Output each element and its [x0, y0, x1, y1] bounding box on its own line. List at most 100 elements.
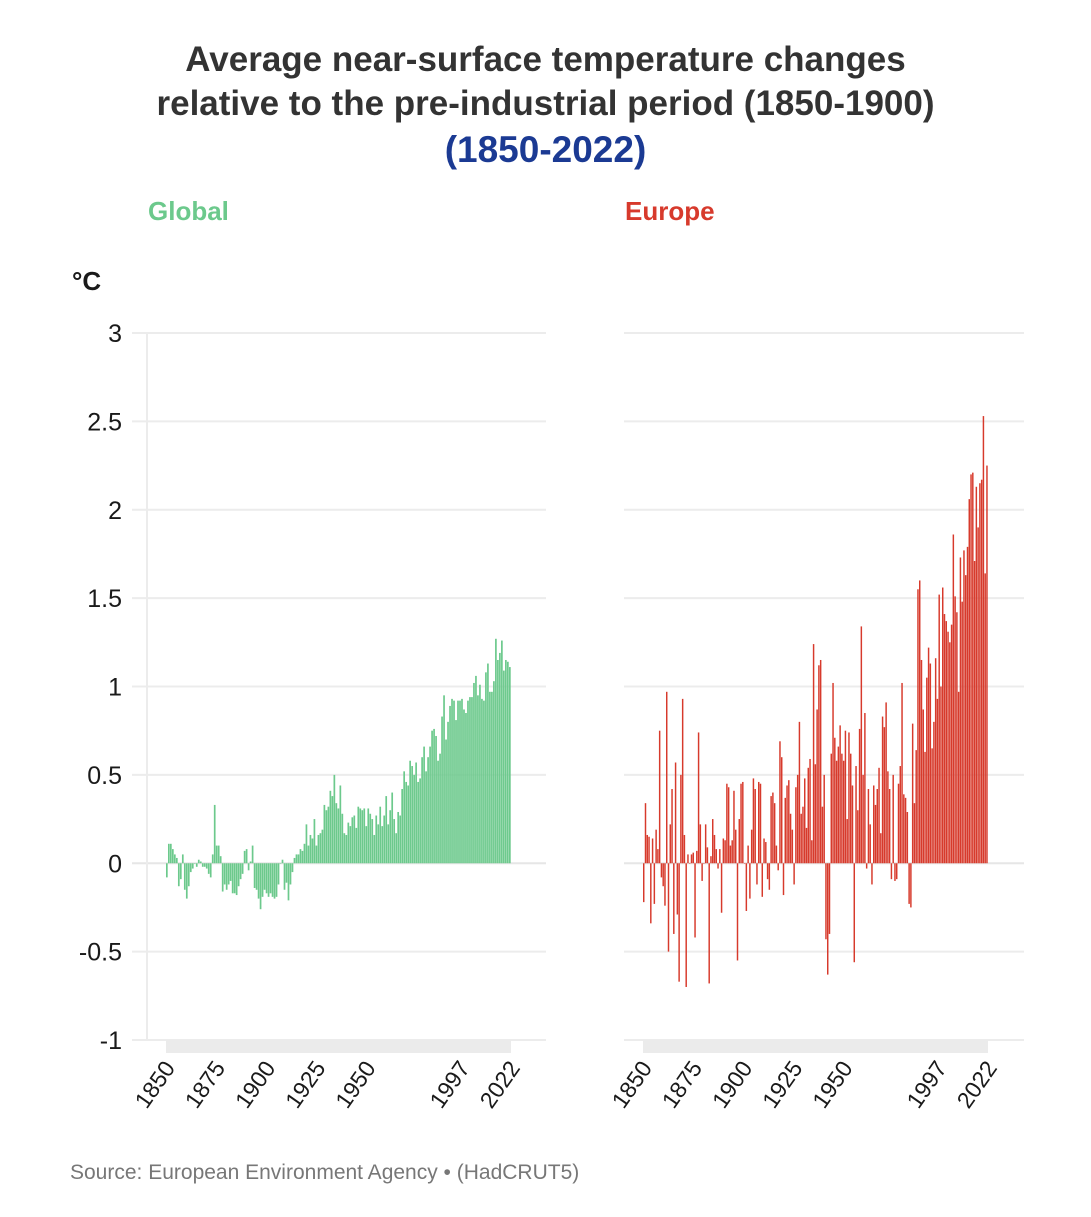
global-bar-1958	[381, 826, 384, 864]
global-bar-1878	[221, 863, 224, 892]
global-bar-1962	[389, 810, 392, 864]
global-bar-1963	[391, 792, 394, 864]
europe-bar-1927	[796, 774, 799, 864]
europe-bar-1861	[664, 863, 666, 906]
europe-bar-1895	[733, 790, 735, 864]
europe-bar-1855	[653, 863, 656, 904]
global-bar-1992	[449, 705, 451, 864]
global-bar-1966	[397, 811, 400, 864]
europe-bar-1910	[763, 838, 765, 864]
panel-title-europe: Europe	[625, 196, 715, 226]
global-bar-1994	[453, 700, 455, 864]
europe-bar-1918	[779, 741, 781, 864]
global-bar-1997	[459, 700, 461, 864]
europe-bar-1986	[913, 803, 916, 864]
europe-bar-1869	[680, 774, 682, 864]
global-bar-1890	[245, 849, 248, 864]
europe-bar-1932	[807, 767, 810, 864]
global-bar-1946	[357, 806, 360, 864]
europe-bar-1956	[855, 766, 857, 864]
europe-bar-1884	[710, 856, 712, 864]
global-bar-1948	[361, 810, 364, 864]
global-bar-1867	[199, 861, 202, 864]
global-bar-1972	[409, 760, 411, 864]
global-bar-1969	[403, 771, 406, 864]
global-bar-1929	[323, 804, 326, 864]
europe-bar-1892	[726, 783, 728, 864]
global-bar-1908	[281, 859, 284, 864]
global-bar-1879	[223, 863, 226, 885]
x-tick-label: 1997	[901, 1056, 952, 1113]
europe-bar-2007	[956, 612, 958, 864]
global-bar-1931	[327, 806, 330, 864]
global-bar-1875	[215, 845, 218, 864]
global-bar-1915	[295, 854, 298, 864]
europe-bar-1908	[758, 781, 760, 864]
global-bar-1894	[253, 863, 256, 888]
europe-bar-1955	[851, 785, 854, 864]
europe-bar-1893	[727, 787, 730, 864]
global-bar-1924	[313, 819, 316, 864]
global-bar-1853	[171, 849, 174, 864]
europe-bar-1945	[832, 682, 834, 864]
europe-bar-1898	[738, 819, 741, 864]
global-bar-1900	[265, 863, 268, 894]
europe-bar-1901	[743, 863, 746, 864]
europe-bar-2002	[947, 631, 949, 864]
global-bar-2014	[493, 681, 495, 864]
global-bar-1976	[417, 781, 419, 864]
global-bar-1950	[365, 826, 368, 864]
europe-bar-1899	[740, 783, 742, 864]
global-bar-1902	[269, 863, 272, 894]
global-bar-1926	[317, 834, 320, 864]
global-bar-1970	[405, 781, 408, 864]
europe-bar-1980	[903, 794, 905, 864]
europe-bar-1914	[770, 796, 772, 864]
europe-bar-1943	[828, 863, 831, 934]
global-bar-1985	[435, 735, 437, 864]
europe-bar-1995	[931, 748, 933, 864]
europe-bar-1950	[842, 760, 845, 864]
global-bar-1925	[315, 845, 318, 864]
y-tick-label: 2	[108, 497, 122, 525]
global-bar-1923	[311, 838, 314, 864]
europe-bar-1934	[811, 840, 813, 864]
europe-bar-1973	[888, 789, 891, 864]
europe-bar-2018	[979, 483, 981, 864]
global-bar-1930	[325, 810, 328, 864]
europe-bar-1850	[643, 863, 645, 903]
europe-bar-1890	[722, 838, 725, 864]
europe-bar-1902	[747, 845, 749, 864]
europe-bar-2022	[986, 465, 988, 864]
global-bar-2007	[479, 684, 481, 864]
europe-bar-1903	[749, 863, 751, 899]
global-bar-2022	[509, 667, 511, 864]
global-bar-1959	[383, 815, 386, 864]
europe-bar-1928	[798, 721, 801, 864]
europe-bar-1905	[752, 778, 755, 864]
europe-bar-2013	[968, 499, 971, 864]
global-bar-1874	[213, 804, 216, 864]
global-bar-2020	[505, 659, 507, 864]
europe-bar-1981	[904, 797, 907, 864]
europe-bar-1971	[883, 727, 886, 864]
europe-bar-1870	[681, 698, 684, 864]
europe-bar-1858	[658, 730, 661, 864]
global-bar-1896	[257, 863, 260, 899]
global-bar-1880	[225, 863, 228, 890]
europe-bar-1893	[729, 845, 732, 864]
europe-bar-1867	[676, 863, 679, 915]
x-axis-band	[166, 1040, 511, 1053]
global-bar-1955	[375, 815, 378, 864]
y-tick-label: 3	[108, 320, 122, 348]
global-bar-1934	[333, 774, 336, 864]
y-axis-unit-label: °C	[72, 266, 102, 296]
europe-bar-1885	[713, 834, 716, 864]
europe-bar-1925	[793, 863, 795, 885]
europe-bar-1887	[717, 863, 719, 869]
global-bar-1861	[187, 863, 190, 887]
europe-bar-1868	[678, 863, 680, 982]
europe-bar-1964	[871, 863, 873, 885]
global-bar-1968	[401, 789, 404, 864]
europe-bar-1854	[650, 863, 652, 924]
